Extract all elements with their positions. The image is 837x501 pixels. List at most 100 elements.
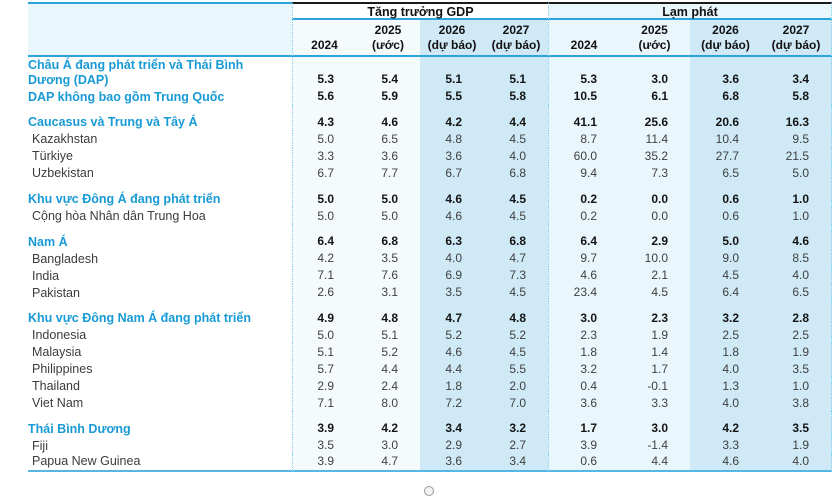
year-header-gdp-2024: 2024 [292, 20, 356, 57]
data-cell-gdp: 3.6 [356, 147, 420, 165]
data-cell-gdp: 6.9 [420, 266, 484, 284]
data-cell-gdp: 5.8 [484, 88, 548, 105]
data-cell-inflation: 2.5 [690, 326, 761, 344]
data-cell-gdp: 4.4 [356, 360, 420, 378]
data-cell-inflation: 9.4 [548, 164, 619, 182]
data-cell-inflation: 1.9 [761, 343, 832, 361]
data-cell-inflation: 11.4 [619, 130, 690, 148]
data-cell-gdp: 3.3 [292, 147, 356, 165]
year-label: 2024 [311, 38, 338, 52]
data-cell-gdp: 2.7 [484, 436, 548, 454]
data-cell-gdp: 4.5 [484, 207, 548, 225]
data-cell-gdp: 5.2 [484, 326, 548, 344]
data-cell-gdp: 6.4 [292, 224, 356, 250]
data-cell-inflation: 1.0 [761, 377, 832, 395]
data-cell-inflation: 6.4 [548, 224, 619, 250]
data-cell-gdp: 6.5 [356, 130, 420, 148]
row-label: Kazakhstan [28, 130, 292, 148]
data-cell-inflation: 10.0 [619, 249, 690, 267]
data-cell-gdp: 6.7 [292, 164, 356, 182]
forecast-table: Tăng trưởng GDP Lạm phát 2024 2025 (ước) 20… [28, 2, 832, 472]
data-cell-inflation: 6.5 [690, 164, 761, 182]
resize-handle-icon[interactable] [424, 486, 434, 496]
data-cell-gdp: 1.8 [420, 377, 484, 395]
data-cell-inflation: 1.0 [761, 207, 832, 225]
data-cell-inflation: 4.5 [690, 266, 761, 284]
table-row: DAP không bao gồm Trung Quốc 5.6 5.9 5.5 5.8… [28, 88, 832, 105]
data-cell-gdp: 4.6 [420, 207, 484, 225]
data-cell-inflation: 3.2 [548, 360, 619, 378]
data-cell-inflation: 9.5 [761, 130, 832, 148]
year-header-inflation-2025: 2025 (ước) [619, 20, 690, 57]
row-label: Cộng hòa Nhân dân Trung Hoa [28, 207, 292, 225]
data-cell-gdp: 5.0 [292, 207, 356, 225]
data-cell-inflation: 23.4 [548, 283, 619, 301]
data-cell-gdp: 5.4 [356, 57, 420, 88]
data-cell-gdp: 7.0 [484, 394, 548, 412]
data-cell-gdp: 5.0 [356, 207, 420, 225]
data-cell-inflation: 41.1 [548, 105, 619, 131]
year-note: (ước) [638, 38, 671, 52]
data-cell-inflation: 3.6 [548, 394, 619, 412]
data-cell-gdp: 4.3 [292, 105, 356, 131]
data-cell-inflation: 3.5 [761, 411, 832, 437]
data-cell-inflation: 6.4 [690, 283, 761, 301]
data-cell-inflation: 0.2 [548, 207, 619, 225]
data-cell-gdp: 7.1 [292, 394, 356, 412]
data-cell-gdp: 2.6 [292, 283, 356, 301]
group-header-inflation: Lạm phát [548, 2, 832, 20]
data-cell-gdp: 4.2 [420, 105, 484, 131]
data-cell-inflation: 1.9 [761, 436, 832, 454]
table-row: Nam Á 6.4 6.8 6.3 6.8 6.4 2.9 5.0 4.6 [28, 224, 832, 250]
data-cell-gdp: 6.8 [484, 164, 548, 182]
data-cell-gdp: 5.7 [292, 360, 356, 378]
data-cell-inflation: 1.8 [690, 343, 761, 361]
data-cell-gdp: 4.6 [356, 105, 420, 131]
data-cell-gdp: 5.1 [484, 57, 548, 88]
data-cell-inflation: 3.0 [619, 57, 690, 88]
data-cell-gdp: 3.9 [292, 453, 356, 472]
data-cell-inflation: 4.6 [761, 224, 832, 250]
year-header-inflation-2026: 2026 (dự báo) [690, 20, 761, 57]
year-label: 2027 [782, 23, 810, 37]
row-label: Viet Nam [28, 394, 292, 412]
data-cell-inflation: 7.3 [619, 164, 690, 182]
row-label: Indonesia [28, 326, 292, 344]
data-cell-gdp: 4.4 [484, 105, 548, 131]
data-cell-inflation: 4.6 [548, 266, 619, 284]
data-cell-inflation: 4.5 [619, 283, 690, 301]
data-cell-gdp: 7.7 [356, 164, 420, 182]
row-label: India [28, 266, 292, 284]
data-cell-inflation: 1.4 [619, 343, 690, 361]
data-cell-gdp: 4.8 [420, 130, 484, 148]
data-cell-inflation: 6.1 [619, 88, 690, 105]
row-label: Papua New Guinea [28, 453, 292, 472]
data-cell-gdp: 5.1 [356, 326, 420, 344]
data-cell-inflation: 2.5 [761, 326, 832, 344]
data-cell-gdp: 5.6 [292, 88, 356, 105]
data-cell-inflation: 4.0 [690, 360, 761, 378]
data-cell-inflation: 2.3 [548, 326, 619, 344]
row-label: Caucasus và Trung và Tây Á [28, 105, 292, 131]
row-label: Thái Bình Dương [28, 411, 292, 437]
data-cell-inflation: 2.8 [761, 300, 832, 327]
year-note: (dự báo) [771, 38, 821, 52]
data-cell-inflation: 16.3 [761, 105, 832, 131]
row-label-column-header [28, 2, 292, 57]
data-cell-inflation: 2.1 [619, 266, 690, 284]
group-header-gdp-growth: Tăng trưởng GDP [292, 2, 548, 20]
data-cell-inflation: 21.5 [761, 147, 832, 165]
year-label: 2026 [712, 23, 739, 37]
data-cell-inflation: 8.7 [548, 130, 619, 148]
year-label: 2027 [502, 23, 530, 37]
table-row: Cộng hòa Nhân dân Trung Hoa 5.0 5.0 4.6 4.5 0… [28, 207, 832, 225]
year-header-gdp-2027: 2027 (dự báo) [484, 20, 548, 57]
table-row: Indonesia 5.0 5.1 5.2 5.2 2.3 1.9 2.5 2.5 [28, 326, 832, 344]
data-cell-gdp: 3.4 [420, 411, 484, 437]
data-cell-gdp: 4.5 [484, 343, 548, 361]
data-cell-gdp: 6.8 [484, 224, 548, 250]
table-row: Papua New Guinea 3.9 4.7 3.6 3.4 0.6 4.4 4.6 4.0 [28, 453, 832, 472]
data-cell-gdp: 6.8 [356, 224, 420, 250]
table-row: Philippines 5.7 4.4 4.4 5.5 3.2 1.7 4.0 3.5 [28, 360, 832, 378]
data-cell-gdp: 4.9 [292, 300, 356, 327]
